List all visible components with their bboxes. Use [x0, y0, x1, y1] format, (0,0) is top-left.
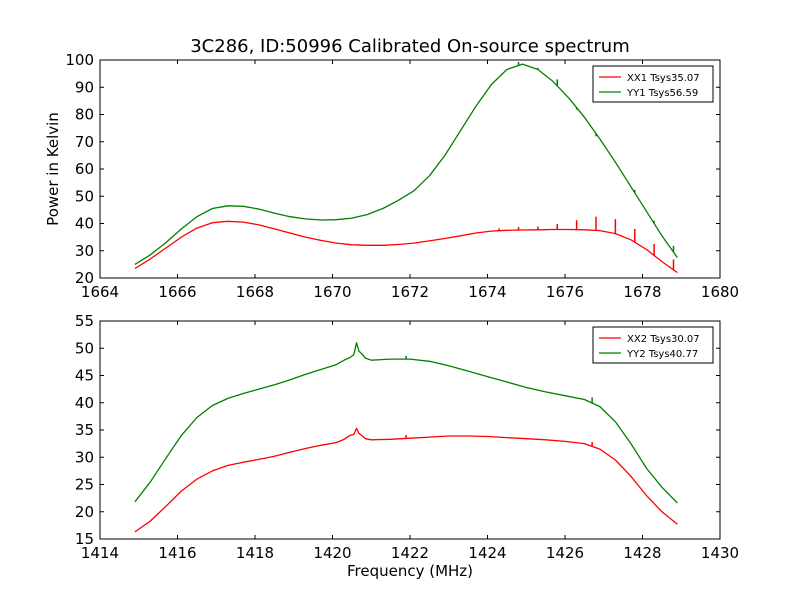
x-tick-label: 1680 — [701, 283, 739, 301]
x-tick-label: 1424 — [468, 544, 506, 562]
y-tick-label: 35 — [75, 421, 94, 439]
y-tick-label: 50 — [75, 187, 94, 205]
y-tick-label: 45 — [75, 367, 94, 385]
y-tick-label: 100 — [65, 51, 94, 69]
plot-frame — [99, 320, 721, 540]
chart-title: 3C286, ID:50996 Calibrated On-source spe… — [190, 36, 630, 57]
x-tick-label: 1666 — [158, 283, 196, 301]
bottom-panel: 1414 1416 1418 1420 1422 1424 1426 1428 1430 15 20… — [75, 312, 739, 580]
x-tick-label: 1416 — [158, 544, 196, 562]
x-tick-label: 1426 — [546, 544, 584, 562]
y-tick-label: 55 — [75, 312, 94, 330]
series-line-yy2 — [134, 342, 678, 504]
y-tick-label: 15 — [75, 530, 94, 548]
y-tick-label: 30 — [75, 448, 94, 466]
legend-entry: YY2 Tsys40.77 — [626, 349, 698, 360]
y-tick-label: 25 — [75, 476, 94, 494]
series-line-xx1 — [134, 220, 678, 274]
x-tick-label: 1414 — [81, 544, 119, 562]
x-tick-label: 1418 — [236, 544, 274, 562]
x-tick-label: 1678 — [623, 283, 661, 301]
plot-frame — [99, 59, 721, 279]
y-axis-label: Power in Kelvin — [44, 112, 62, 226]
legend-entry: XX1 Tsys35.07 — [627, 73, 700, 84]
y-tick-label: 80 — [75, 106, 94, 124]
x-tick-label: 1668 — [236, 283, 274, 301]
y-tick-label: 40 — [75, 394, 94, 412]
legend — [592, 326, 714, 364]
x-tick-label: 1422 — [391, 544, 429, 562]
x-tick-label: 1664 — [81, 283, 119, 301]
series-line-xx2 — [134, 427, 678, 533]
x-tick-label: 1672 — [391, 283, 429, 301]
y-tick-label: 20 — [75, 269, 94, 287]
top-panel: 1664 1666 1668 1670 1672 1674 1676 1678 1680 20 30… — [44, 51, 739, 301]
x-tick-label: 1670 — [313, 283, 351, 301]
y-tick-label: 70 — [75, 133, 94, 151]
y-tick-label: 60 — [75, 160, 94, 178]
y-tick-label: 20 — [75, 503, 94, 521]
y-tick-label: 30 — [75, 242, 94, 260]
y-tick-label: 40 — [75, 215, 94, 233]
y-tick-label: 50 — [75, 339, 94, 357]
legend — [592, 65, 714, 103]
x-tick-label: 1430 — [701, 544, 739, 562]
x-axis-label: Frequency (MHz) — [347, 562, 473, 580]
x-tick-label: 1420 — [313, 544, 351, 562]
legend-entry: YY1 Tsys56.59 — [626, 88, 698, 99]
legend-entry: XX2 Tsys30.07 — [627, 334, 700, 345]
x-tick-label: 1674 — [468, 283, 506, 301]
series-line-yy1 — [134, 63, 678, 265]
x-tick-label: 1428 — [623, 544, 661, 562]
x-tick-label: 1676 — [546, 283, 584, 301]
y-tick-label: 90 — [75, 78, 94, 96]
